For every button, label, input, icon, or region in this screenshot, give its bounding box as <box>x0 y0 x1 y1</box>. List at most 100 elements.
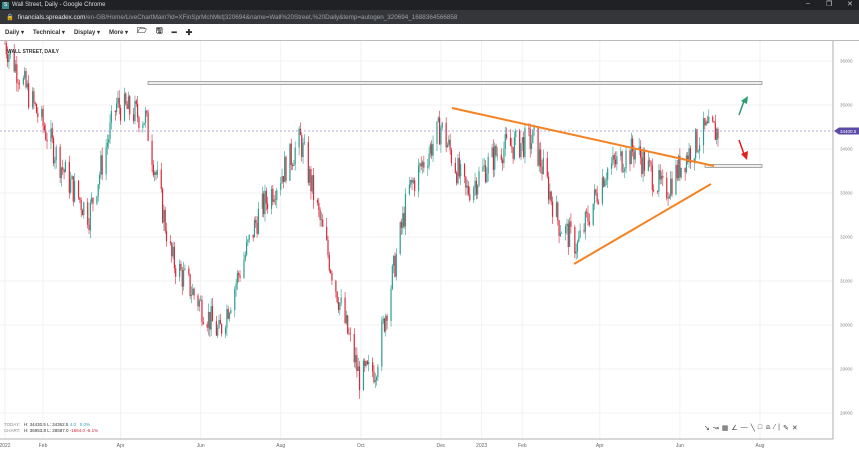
candle-body <box>175 268 177 277</box>
y-tick-label: 32000 <box>840 235 853 240</box>
candle-body <box>160 169 162 189</box>
candle-body <box>312 175 315 201</box>
candle-body <box>473 187 475 201</box>
candle-body <box>335 280 337 292</box>
candle-body <box>642 151 644 174</box>
candle-body <box>235 283 237 289</box>
y-tick-label: 33000 <box>840 191 853 196</box>
candle-body <box>611 163 613 169</box>
candle-body <box>362 360 365 391</box>
candle-body <box>457 157 459 184</box>
candle-body <box>420 163 422 167</box>
lock-icon: 🔒 <box>6 14 14 21</box>
candle-body <box>255 219 257 224</box>
candle-body <box>192 288 194 295</box>
candle-body <box>257 208 260 234</box>
candle-body <box>668 196 670 199</box>
x-tick-label: Apr <box>117 443 125 449</box>
candle-body <box>165 230 168 242</box>
candle-body <box>143 122 145 125</box>
folder-open-icon[interactable]: 🗁 <box>137 26 147 35</box>
candle-body <box>696 129 698 152</box>
candle-body <box>9 49 11 55</box>
candle-body <box>641 157 643 174</box>
upper-trendline[interactable] <box>451 107 715 167</box>
trendline-tool-icon[interactable]: ╲ <box>750 425 755 432</box>
candle-body <box>5 43 7 55</box>
line-tool-icon[interactable]: ⁄ <box>773 424 776 431</box>
candle-body <box>570 221 572 228</box>
candle-body <box>441 122 443 128</box>
candle-body <box>171 243 173 257</box>
fibonacci-tool-icon[interactable]: ▦ <box>721 425 729 432</box>
resistance-level-drawing[interactable] <box>147 81 763 85</box>
candle-body <box>327 239 329 256</box>
candle-body <box>714 122 716 140</box>
candle-body <box>622 171 625 173</box>
candle-body <box>64 161 66 173</box>
today-low: L: 34362.5 <box>47 422 69 427</box>
candle-body <box>494 145 496 170</box>
angle-tool-icon[interactable]: ∠ <box>731 425 738 432</box>
candle-body <box>227 309 229 319</box>
candle-body <box>68 161 70 193</box>
candle-body <box>154 172 156 175</box>
technical-menu[interactable]: Technical ▾ <box>33 29 65 36</box>
candle-body <box>163 209 165 223</box>
candle-body <box>465 176 467 188</box>
candle-body <box>322 219 324 227</box>
candle-body <box>400 222 403 228</box>
minimize-button[interactable]: – <box>806 0 810 7</box>
candle-body <box>603 177 605 187</box>
candle-body <box>134 100 136 122</box>
candle-body <box>289 143 291 181</box>
candle-body <box>55 146 57 161</box>
candle-body <box>410 179 412 185</box>
address-bar[interactable]: 🔒 financials.spreadex.com/en-GB/Home/Liv… <box>0 10 859 24</box>
arrow-tool-icon[interactable]: ↘ <box>704 425 710 432</box>
candle-body <box>634 149 636 160</box>
delete-drawings-icon[interactable]: ✕ <box>791 425 798 432</box>
rectangle-tool-icon[interactable]: □ <box>757 424 763 431</box>
title-bar: S Wall Street, Daily - Google Chrome – ❐… <box>0 0 859 10</box>
candle-body <box>155 172 157 175</box>
candle-body <box>201 299 203 323</box>
candle-body <box>230 310 232 314</box>
candle-body <box>290 143 292 165</box>
price-chart[interactable]: WALL STREET, DAILY 36000 35000 34000 33000 3… <box>0 41 859 452</box>
candle-body <box>330 270 332 273</box>
candle-body <box>202 322 204 325</box>
path-tool-icon[interactable]: ↝ <box>712 425 719 432</box>
timeframe-menu[interactable]: Daily ▾ <box>5 29 25 36</box>
candle-body <box>261 193 263 209</box>
candle-body <box>114 110 116 113</box>
more-menu[interactable]: More ▾ <box>108 29 128 36</box>
chart-title: WALL STREET, DAILY <box>7 49 60 55</box>
drawing-tools: ↘ ↝ ▦ ∠ — ╲ □ ≘ ⁄ | ✎ ✕ <box>704 424 798 432</box>
candle-body <box>511 146 513 148</box>
display-menu[interactable]: Display ▾ <box>73 29 100 36</box>
save-icon[interactable]: 🖫 <box>155 26 163 35</box>
close-button[interactable]: ✕ <box>847 1 853 8</box>
candle-body <box>79 197 81 200</box>
zoom-in-icon[interactable]: ✚ <box>185 27 193 37</box>
support-level-drawing[interactable] <box>704 164 763 168</box>
candle-body <box>281 176 283 184</box>
candle-body <box>708 116 710 124</box>
zoom-out-icon[interactable]: ━ <box>171 27 177 37</box>
candle-body <box>658 170 660 192</box>
candle-body <box>385 315 387 332</box>
maximize-button[interactable]: ❐ <box>826 1 833 8</box>
x-tick-label: Oct <box>357 443 365 449</box>
candle-body <box>475 180 477 195</box>
candle-body <box>35 104 38 114</box>
lower-trendline[interactable] <box>573 183 712 265</box>
hline-tool-icon[interactable]: — <box>740 424 748 431</box>
candle-body <box>423 161 425 168</box>
candle-body <box>492 147 495 170</box>
text-tool-icon[interactable]: ≘ <box>765 425 771 432</box>
candle-body <box>253 219 256 238</box>
candle-body <box>366 361 368 365</box>
candle-body <box>299 128 302 136</box>
pencil-icon[interactable]: ✎ <box>782 425 789 432</box>
